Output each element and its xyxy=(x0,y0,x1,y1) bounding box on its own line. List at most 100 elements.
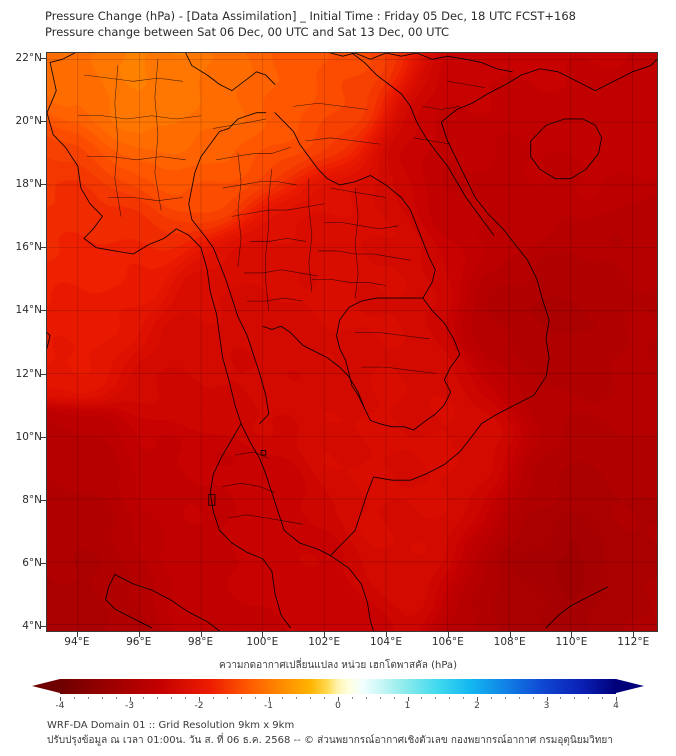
colorbar-minor-tick xyxy=(574,697,576,699)
pressure-change-field xyxy=(47,53,657,631)
colorbar-major-tick xyxy=(60,697,61,701)
y-axis-tick-label: 4°N xyxy=(22,619,42,632)
title-line-1: Pressure Change (hPa) - [Data Assimilati… xyxy=(45,9,576,23)
footer-line-model: WRF-DA Domain 01 :: Grid Resolution 9km … xyxy=(47,720,295,731)
colorbar-minor-tick xyxy=(602,697,604,699)
x-axis-tick-label: 106°E xyxy=(431,636,464,648)
colorbar-minor-tick xyxy=(296,697,298,699)
colorbar-tick-layer: -4 -3 -2 -1 0 1 2 3 4 xyxy=(32,697,644,713)
x-axis-tick-mark xyxy=(633,632,635,637)
colorbar-minor-tick xyxy=(351,697,353,699)
colorbar-minor-tick xyxy=(379,697,381,699)
footer-line-attribution: ปรับปรุงข้อมูล ณ เวลา 01:00น. วัน ส. ที่… xyxy=(47,735,613,746)
colorbar-minor-tick xyxy=(490,697,492,699)
colorbar-gradient xyxy=(60,679,616,694)
colorbar-major-tick xyxy=(338,697,339,701)
y-axis-tick-label: 16°N xyxy=(15,241,42,254)
colorbar-minor-tick xyxy=(157,697,159,699)
colorbar-major-tick xyxy=(199,697,200,701)
colorbar-minor-tick xyxy=(504,697,506,699)
x-axis-tick-mark xyxy=(324,632,326,637)
x-axis-tick-mark xyxy=(262,632,264,637)
colorbar-minor-tick xyxy=(143,697,145,699)
colorbar-minor-tick xyxy=(435,697,437,699)
colorbar-title: ความกดอากาศเปลี่ยนแปลง หน่วย เฮกโตพาสคัล… xyxy=(219,660,457,671)
colorbar-tick-label: 1 xyxy=(404,701,411,711)
x-axis-tick-label: 110°E xyxy=(555,636,588,648)
y-axis-tick-label: 20°N xyxy=(15,115,42,128)
y-axis-tick-mark xyxy=(40,121,46,123)
y-axis-tick-mark xyxy=(40,373,46,375)
colorbar-minor-tick xyxy=(588,697,590,699)
colorbar-tick-label: -3 xyxy=(125,701,134,711)
colorbar-minor-tick xyxy=(240,697,242,699)
y-axis-tick-mark xyxy=(40,58,46,60)
colorbar-major-tick xyxy=(616,697,617,701)
y-axis-tick-mark xyxy=(40,436,46,438)
colorbar-minor-tick xyxy=(518,697,520,699)
colorbar-minor-tick xyxy=(254,697,256,699)
colorbar-major-tick xyxy=(546,697,548,701)
colorbar-minor-tick xyxy=(171,697,173,699)
colorbar-minor-tick xyxy=(463,697,465,699)
chart-title-block: Pressure Change (hPa) - [Data Assimilati… xyxy=(45,8,665,40)
colorbar-minor-tick xyxy=(101,697,103,699)
y-axis-tick-mark xyxy=(40,562,46,564)
y-axis-tick-label: 12°N xyxy=(15,367,42,380)
x-axis-tick-mark xyxy=(200,632,202,637)
colorbar-minor-tick xyxy=(532,697,534,699)
y-axis-tick-mark xyxy=(40,310,46,312)
colorbar-minor-tick xyxy=(560,697,562,699)
y-axis-tick-mark xyxy=(40,625,46,627)
y-axis-tick-label: 6°N xyxy=(22,556,42,569)
colorbar-minor-tick xyxy=(87,697,89,699)
colorbar-minor-tick xyxy=(185,697,187,699)
colorbar-block: ความกดอากาศเปลี่ยนแปลง หน่วย เฮกโตพาสคัล… xyxy=(0,658,676,713)
x-axis-tick-mark xyxy=(386,632,387,637)
title-line-2: Pressure change between Sat 06 Dec, 00 U… xyxy=(45,25,449,39)
colorbar-tick-label: -4 xyxy=(55,701,65,711)
colorbar-major-tick xyxy=(129,697,131,701)
x-axis-tick-label: 112°E xyxy=(617,636,650,648)
y-axis-tick-label: 22°N xyxy=(15,52,42,65)
y-axis-tick-label: 18°N xyxy=(15,178,42,191)
colorbar-tick-label: -1 xyxy=(264,701,273,711)
x-axis-tick-label: 108°E xyxy=(493,636,526,648)
y-axis-tick-mark xyxy=(40,247,46,249)
colorbar-tick-label: -2 xyxy=(194,701,204,711)
colorbar-major-tick xyxy=(477,697,478,701)
map-plot-area xyxy=(46,52,658,632)
colorbar-minor-tick xyxy=(324,697,326,699)
y-axis-tick-mark xyxy=(40,499,46,501)
colorbar-minor-tick xyxy=(365,697,367,699)
colorbar-minor-tick xyxy=(421,697,423,699)
x-axis-tick-label: 104°E xyxy=(370,636,402,648)
colorbar-row xyxy=(32,677,644,697)
x-axis-tick-mark xyxy=(447,632,449,637)
y-axis-tick-mark xyxy=(40,184,46,186)
colorbar-extend-min-arrow xyxy=(32,679,60,693)
x-axis-tick-mark xyxy=(509,632,511,637)
x-axis-tick-label: 96°E xyxy=(126,636,152,648)
y-axis-tick-label: 8°N xyxy=(22,493,42,506)
x-axis-tick-mark xyxy=(138,632,140,637)
colorbar-tick-label: 3 xyxy=(543,701,550,711)
colorbar-tick-label: 0 xyxy=(335,701,341,711)
x-axis-tick-label: 98°E xyxy=(187,636,214,648)
colorbar-minor-tick xyxy=(226,697,228,699)
colorbar-major-tick xyxy=(407,697,409,701)
colorbar-minor-tick xyxy=(310,697,312,699)
x-axis-tick-mark xyxy=(571,632,573,637)
colorbar-tick-label: 2 xyxy=(474,701,480,711)
colorbar-extend-max-arrow xyxy=(616,679,644,693)
colorbar-major-tick xyxy=(268,697,270,701)
colorbar-tick-label: 4 xyxy=(613,701,619,711)
y-axis-tick-label: 14°N xyxy=(15,304,42,317)
x-axis-tick-label: 100°E xyxy=(246,636,279,648)
x-axis-tick-mark xyxy=(76,632,78,637)
x-axis-tick-label: 94°E xyxy=(64,636,90,648)
x-axis-tick-label: 102°E xyxy=(308,636,341,648)
colorbar-minor-tick xyxy=(212,697,214,699)
colorbar-minor-tick xyxy=(73,697,75,699)
colorbar-minor-tick xyxy=(115,697,117,699)
